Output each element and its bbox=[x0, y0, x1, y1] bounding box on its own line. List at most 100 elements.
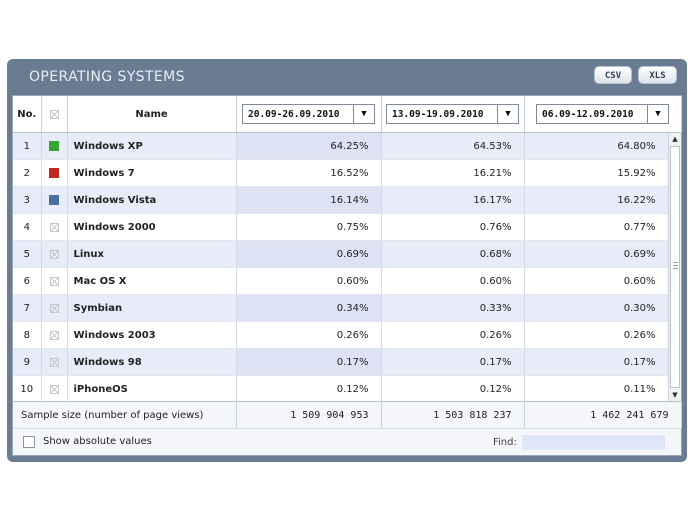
table-row[interactable]: 10 iPhoneOS 0.12% 0.12% 0.11% bbox=[13, 375, 669, 401]
share-value: 0.17% bbox=[381, 348, 525, 376]
share-value: 0.76% bbox=[381, 213, 525, 241]
chevron-down-icon[interactable]: ▼ bbox=[353, 105, 374, 123]
no-color-icon[interactable] bbox=[49, 222, 59, 232]
panel-header: OPERATING SYSTEMS CSV XLS bbox=[12, 59, 682, 95]
share-value: 0.69% bbox=[524, 240, 669, 268]
period-select-2[interactable]: 13.09-19.09.2010 ▼ bbox=[386, 104, 519, 124]
scrollbar-thumb[interactable] bbox=[670, 146, 680, 388]
scroll-down-icon[interactable]: ▼ bbox=[672, 391, 678, 399]
xls-export-button[interactable]: XLS bbox=[638, 66, 677, 84]
row-number: 4 bbox=[13, 213, 42, 241]
os-name: Windows 98 bbox=[67, 348, 237, 376]
column-header-period-2: 13.09-19.09.2010 ▼ bbox=[381, 96, 525, 133]
period-select-1-value: 20.09-26.09.2010 bbox=[248, 108, 340, 120]
share-value: 0.26% bbox=[236, 321, 382, 349]
options-bar: Show absolute values Find: bbox=[13, 428, 681, 455]
find-input[interactable] bbox=[522, 435, 665, 450]
share-value: 0.60% bbox=[381, 267, 525, 295]
show-absolute-checkbox[interactable] bbox=[23, 436, 35, 448]
share-value: 0.11% bbox=[524, 375, 669, 401]
share-value: 16.21% bbox=[381, 159, 525, 187]
color-swatch[interactable] bbox=[49, 195, 59, 205]
no-color-icon[interactable] bbox=[49, 249, 59, 259]
os-name: Windows 7 bbox=[67, 159, 237, 187]
row-number: 7 bbox=[13, 294, 42, 322]
sample-size-value: 1 462 241 679 bbox=[524, 401, 682, 428]
row-number: 3 bbox=[13, 186, 42, 214]
no-color-icon[interactable] bbox=[49, 357, 59, 367]
share-value: 0.17% bbox=[236, 348, 382, 376]
column-header-no[interactable]: No. bbox=[13, 96, 42, 133]
period-select-1[interactable]: 20.09-26.09.2010 ▼ bbox=[242, 104, 375, 124]
share-value: 16.17% bbox=[381, 186, 525, 214]
find-label: Find: bbox=[493, 437, 517, 448]
period-select-3-value: 06.09-12.09.2010 bbox=[542, 108, 634, 120]
sample-size-value: 1 509 904 953 bbox=[236, 401, 382, 428]
share-value: 16.52% bbox=[236, 159, 382, 187]
share-value: 0.33% bbox=[381, 294, 525, 322]
table-footer: Sample size (number of page views) 1 509… bbox=[13, 401, 682, 428]
row-number: 5 bbox=[13, 240, 42, 268]
chevron-down-icon[interactable]: ▼ bbox=[647, 105, 668, 123]
row-color-cell[interactable] bbox=[41, 267, 68, 295]
row-color-cell[interactable] bbox=[41, 159, 68, 187]
share-value: 0.60% bbox=[524, 267, 669, 295]
panel-title: OPERATING SYSTEMS bbox=[29, 69, 185, 85]
share-value: 0.77% bbox=[524, 213, 669, 241]
row-color-cell[interactable] bbox=[41, 321, 68, 349]
os-name: iPhoneOS bbox=[67, 375, 237, 401]
table-row[interactable]: 3 Windows Vista 16.14% 16.17% 16.22% bbox=[13, 186, 669, 214]
row-number: 2 bbox=[13, 159, 42, 187]
share-value: 0.34% bbox=[236, 294, 382, 322]
row-color-cell[interactable] bbox=[41, 348, 68, 376]
table-row[interactable]: 5 Linux 0.69% 0.68% 0.69% bbox=[13, 240, 669, 268]
os-name: Linux bbox=[67, 240, 237, 268]
table-row[interactable]: 1 Windows XP 64.25% 64.53% 64.80% bbox=[13, 133, 669, 160]
row-number: 8 bbox=[13, 321, 42, 349]
row-color-cell[interactable] bbox=[41, 133, 68, 160]
no-color-icon[interactable] bbox=[49, 303, 59, 313]
column-header-period-3: 06.09-12.09.2010 ▼ bbox=[524, 96, 682, 133]
chevron-down-icon[interactable]: ▼ bbox=[497, 105, 518, 123]
color-swatch[interactable] bbox=[49, 141, 59, 151]
color-swatch[interactable] bbox=[49, 168, 59, 178]
no-color-icon[interactable] bbox=[49, 330, 59, 340]
csv-export-button[interactable]: CSV bbox=[594, 66, 632, 84]
os-name: Windows 2003 bbox=[67, 321, 237, 349]
sample-size-value: 1 503 818 237 bbox=[381, 401, 525, 428]
row-color-cell[interactable] bbox=[41, 213, 68, 241]
show-absolute-label[interactable]: Show absolute values bbox=[43, 436, 152, 447]
row-number: 6 bbox=[13, 267, 42, 295]
table-row[interactable]: 6 Mac OS X 0.60% 0.60% 0.60% bbox=[13, 267, 669, 295]
table-row[interactable]: 7 Symbian 0.34% 0.33% 0.30% bbox=[13, 294, 669, 322]
table-row[interactable]: 9 Windows 98 0.17% 0.17% 0.17% bbox=[13, 348, 669, 376]
row-color-cell[interactable] bbox=[41, 294, 68, 322]
vertical-scrollbar[interactable]: ▲ ▼ bbox=[668, 133, 681, 401]
column-header-name[interactable]: Name bbox=[67, 96, 237, 133]
share-value: 64.80% bbox=[524, 133, 669, 160]
row-color-cell[interactable] bbox=[41, 186, 68, 214]
table-row[interactable]: 2 Windows 7 16.52% 16.21% 15.92% bbox=[13, 159, 669, 187]
table-row[interactable]: 8 Windows 2003 0.26% 0.26% 0.26% bbox=[13, 321, 669, 349]
share-value: 64.53% bbox=[381, 133, 525, 160]
period-select-3[interactable]: 06.09-12.09.2010 ▼ bbox=[536, 104, 669, 124]
share-value: 0.26% bbox=[524, 321, 669, 349]
no-color-icon[interactable] bbox=[49, 276, 59, 286]
share-value: 0.30% bbox=[524, 294, 669, 322]
share-value: 0.75% bbox=[236, 213, 382, 241]
os-stats-panel: OPERATING SYSTEMS CSV XLS No. Name 20.09… bbox=[7, 59, 687, 462]
row-color-cell[interactable] bbox=[41, 240, 68, 268]
share-value: 64.25% bbox=[236, 133, 382, 160]
row-color-cell[interactable] bbox=[41, 375, 68, 401]
stats-table-container: No. Name 20.09-26.09.2010 ▼ 13.09-19.09.… bbox=[12, 95, 682, 456]
sample-size-label: Sample size (number of page views) bbox=[13, 401, 237, 428]
share-value: 16.22% bbox=[524, 186, 669, 214]
no-color-icon[interactable] bbox=[49, 384, 59, 394]
os-name: Mac OS X bbox=[67, 267, 237, 295]
share-value: 0.12% bbox=[236, 375, 382, 401]
table-row[interactable]: 4 Windows 2000 0.75% 0.76% 0.77% bbox=[13, 213, 669, 241]
scroll-up-icon[interactable]: ▲ bbox=[672, 135, 678, 143]
color-toggle-icon[interactable] bbox=[49, 109, 59, 119]
